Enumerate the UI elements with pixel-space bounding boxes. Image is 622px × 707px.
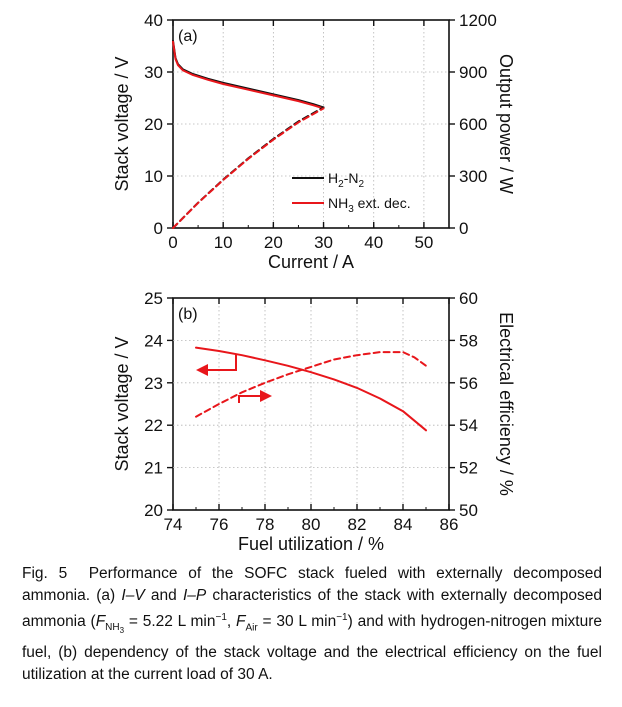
caption-exp-1: −1: [215, 612, 227, 623]
y-tick-label: 25: [144, 289, 163, 308]
caption-f-air: F: [236, 613, 246, 631]
panel-b-chart: 74 76 78 80 82 84 86 20 21 22 23 24 25 50 52 54 56 58 60 (…: [112, 289, 516, 554]
panel-a-legend: H2-N2 NH3 ext. dec.: [292, 170, 411, 215]
caption-f-nh3-sub: NH: [105, 622, 120, 634]
panel-b-grid: [173, 298, 449, 510]
y-tick-label: 20: [144, 115, 163, 134]
caption-exp-2: −1: [336, 612, 348, 623]
panel-b-series: [195, 346, 427, 432]
y2-tick-label: 900: [459, 63, 487, 82]
y2-tick-label: 0: [459, 219, 468, 238]
x-tick-label: 40: [364, 233, 383, 252]
panel-a-series: [172, 39, 325, 229]
y-tick-label: 24: [144, 331, 163, 350]
y-tick-label: 22: [144, 416, 163, 435]
caption-line1: Performance of the SOFC stack fueled wit…: [22, 565, 603, 604]
x-tick-label: 86: [440, 515, 459, 534]
panel-b-ylabel: Stack voltage / V: [112, 336, 132, 471]
caption-f-nh3: F: [95, 613, 106, 631]
panel-a-chart: 0 10 20 30 40 50 0 10 20 30 40 0 300 600 900 1200 (a) H…: [112, 11, 516, 272]
x-tick-label: 78: [256, 515, 275, 534]
caption-ip: I–P: [182, 587, 207, 604]
caption-and: and: [150, 587, 177, 604]
panel-a-ylabel: Stack voltage / V: [112, 56, 132, 191]
panel-a-label: (a): [178, 28, 198, 45]
y2-tick-label: 600: [459, 115, 487, 134]
arrow-left-head: [196, 364, 208, 376]
series-line-a-3: [172, 107, 325, 229]
y2-tick-label: 1200: [459, 11, 497, 30]
series-line-a-2: [172, 106, 325, 229]
panel-a-grid: [173, 20, 449, 228]
panel-b-label: (b): [178, 306, 198, 323]
y-tick-label: 10: [144, 167, 163, 186]
y-tick-label: 23: [144, 374, 163, 393]
panel-a-y2label: Output power / W: [496, 54, 516, 194]
caption-sep: ,: [226, 613, 237, 631]
x-tick-label: 84: [394, 515, 413, 534]
x-tick-label: 82: [348, 515, 367, 534]
series-line-b-1: [195, 351, 427, 418]
y2-tick-label: 58: [459, 331, 478, 350]
y2-tick-label: 60: [459, 289, 478, 308]
caption-f-nh3-subsub: 3: [119, 626, 125, 636]
panel-a-ticks: 0 10 20 30 40 50 0 10 20 30 40 0 300 600 900 1200: [144, 11, 497, 252]
caption-line3: ) and with hydrogen-nitrogen mixture fue…: [22, 613, 603, 684]
x-tick-label: 76: [210, 515, 229, 534]
y-tick-label: 20: [144, 501, 163, 520]
y-tick-label: 30: [144, 63, 163, 82]
y2-tick-label: 54: [459, 416, 478, 435]
panel-b-xlabel: Fuel utilization / %: [238, 534, 384, 554]
panel-b-axis-arrows: [196, 354, 272, 403]
figure: 0 10 20 30 40 50 0 10 20 30 40 0 300 600 900 1200 (a) H…: [112, 11, 516, 554]
y-tick-label: 0: [154, 219, 163, 238]
panel-b-ticks: 74 76 78 80 82 84 86 20 21 22 23 24 25 50 52 54 56 58 60: [144, 289, 478, 534]
caption-fig-label: Fig. 5: [22, 565, 68, 582]
series-line-a-1: [172, 40, 325, 110]
y2-tick-label: 50: [459, 501, 478, 520]
arrow-to-left-axis: [204, 354, 237, 371]
caption-iv: I–V: [121, 587, 145, 604]
x-tick-label: 30: [314, 233, 333, 252]
panel-b-y2label: Electrical efficiency / %: [496, 312, 516, 496]
x-tick-label: 50: [414, 233, 433, 252]
y-tick-label: 40: [144, 11, 163, 30]
x-tick-label: 20: [264, 233, 283, 252]
caption-line2: characteristics of the stack with extern…: [22, 587, 602, 631]
figure-caption: Fig. 5 Performance of the SOFC stack fue…: [22, 563, 602, 686]
x-tick-label: 10: [214, 233, 233, 252]
caption-f-nh3-val: = 5.22 L min: [124, 613, 216, 631]
legend-label-nh3: NH3 ext. dec.: [328, 195, 411, 215]
panel-a-xlabel: Current / A: [268, 252, 354, 272]
legend-label-h2-n2: H2-N2: [328, 170, 364, 190]
x-tick-label: 74: [164, 515, 183, 534]
series-line-b-0: [195, 346, 427, 432]
y2-tick-label: 300: [459, 167, 487, 186]
arrow-right-head: [260, 390, 272, 402]
y2-tick-label: 52: [459, 459, 478, 478]
series-line-a-0: [172, 39, 325, 109]
y-tick-label: 21: [144, 459, 163, 478]
caption-f-air-sub: Air: [245, 622, 258, 634]
arrow-to-right-axis: [238, 395, 262, 403]
x-tick-label: 80: [302, 515, 321, 534]
caption-f-air-val: = 30 L min: [257, 613, 337, 631]
y2-tick-label: 56: [459, 374, 478, 393]
x-tick-label: 0: [168, 233, 177, 252]
